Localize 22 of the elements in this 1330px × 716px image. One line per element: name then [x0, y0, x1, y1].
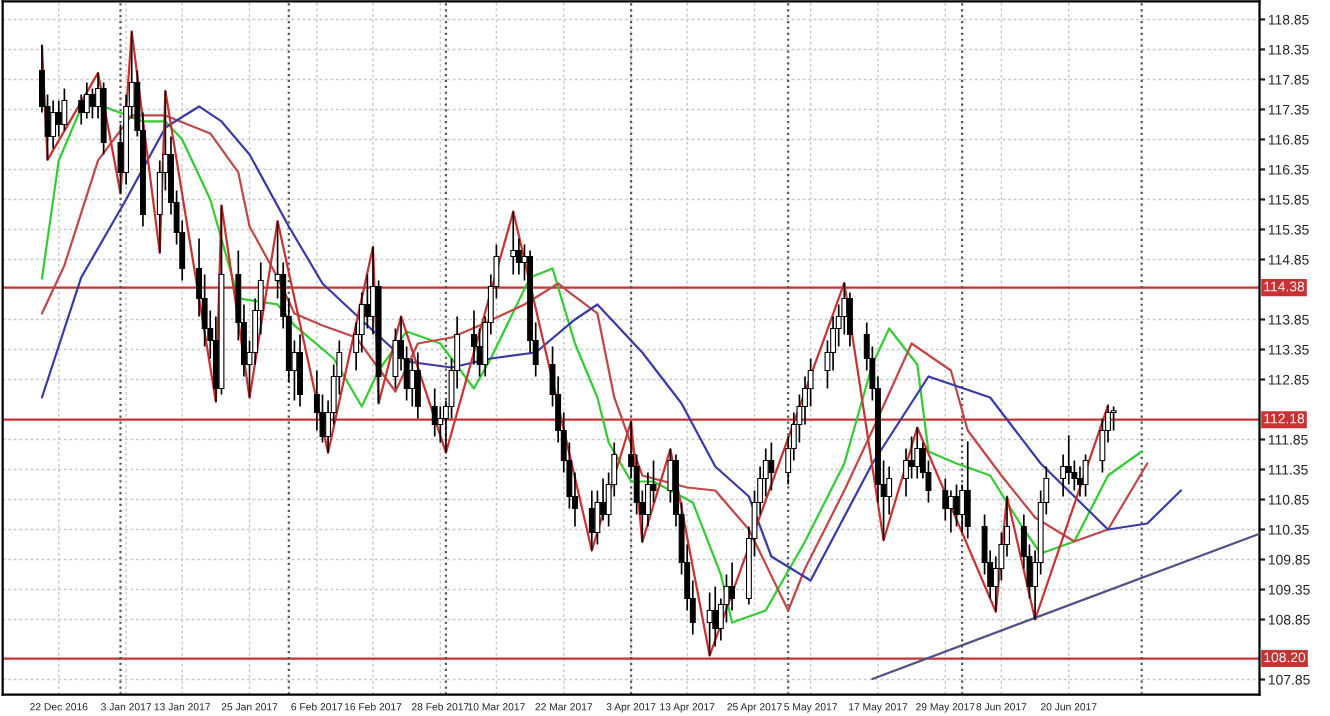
candlestick — [431, 387, 438, 438]
candlestick — [1077, 465, 1083, 498]
candlestick — [414, 351, 421, 420]
candlestick — [964, 440, 971, 540]
candlestick — [61, 87, 68, 132]
candlestick — [959, 483, 966, 534]
candlestick — [78, 93, 85, 126]
candlestick — [83, 81, 90, 120]
candlestick — [953, 483, 960, 528]
candlestick — [89, 87, 96, 120]
candlestick — [297, 333, 303, 408]
candlestick — [1065, 434, 1072, 486]
candlestick — [712, 585, 719, 648]
candlestick — [409, 357, 416, 408]
candlestick — [768, 441, 775, 492]
candlestick — [846, 291, 853, 348]
candlestick — [729, 561, 736, 612]
candlestick — [510, 210, 517, 276]
candlestick — [50, 99, 57, 150]
candlestick — [914, 426, 921, 480]
candlestick — [1082, 453, 1089, 498]
candlestick — [364, 273, 371, 330]
